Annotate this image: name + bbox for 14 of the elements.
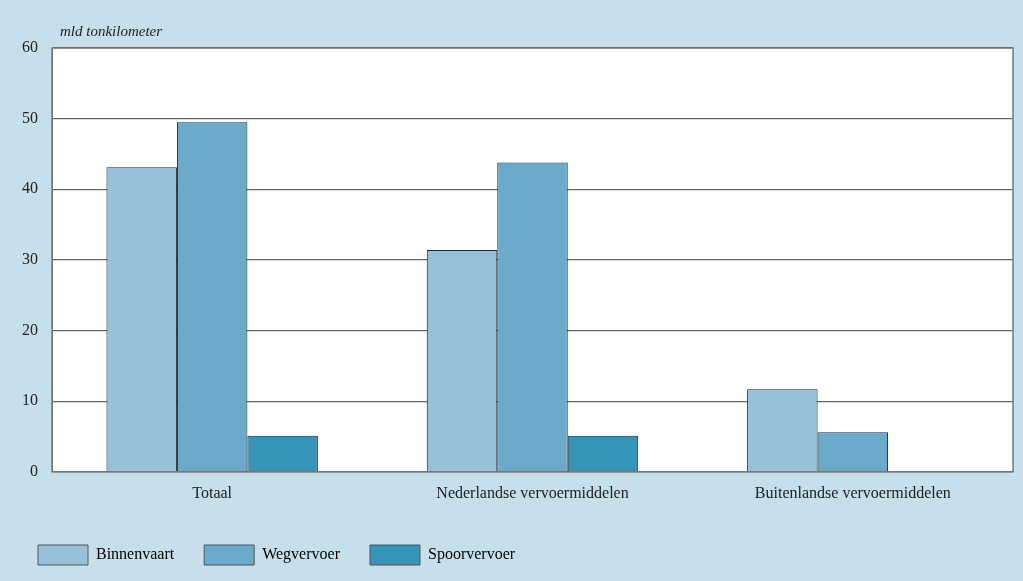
y-tick-label: 60 — [22, 38, 38, 56]
y-tick-label: 0 — [30, 462, 38, 479]
x-tick-label: Buitenlandse vervoermiddelen — [754, 483, 951, 501]
legend-label: Wegvervoer — [262, 545, 341, 564]
y-tick-label: 20 — [22, 320, 38, 338]
y-axis-title: mld tonkilometer — [60, 23, 163, 40]
y-tick-label: 40 — [22, 179, 38, 197]
legend-label: Binnenvaart — [96, 545, 175, 563]
x-tick-label: Nederlandse vervoermiddelen — [436, 483, 629, 501]
legend-label: Spoorvervoer — [427, 545, 516, 564]
x-tick-label: Totaal — [192, 483, 233, 501]
y-tick-label: 30 — [22, 250, 38, 268]
y-tick-label: 10 — [22, 391, 38, 409]
y-tick-label: 50 — [22, 108, 38, 126]
